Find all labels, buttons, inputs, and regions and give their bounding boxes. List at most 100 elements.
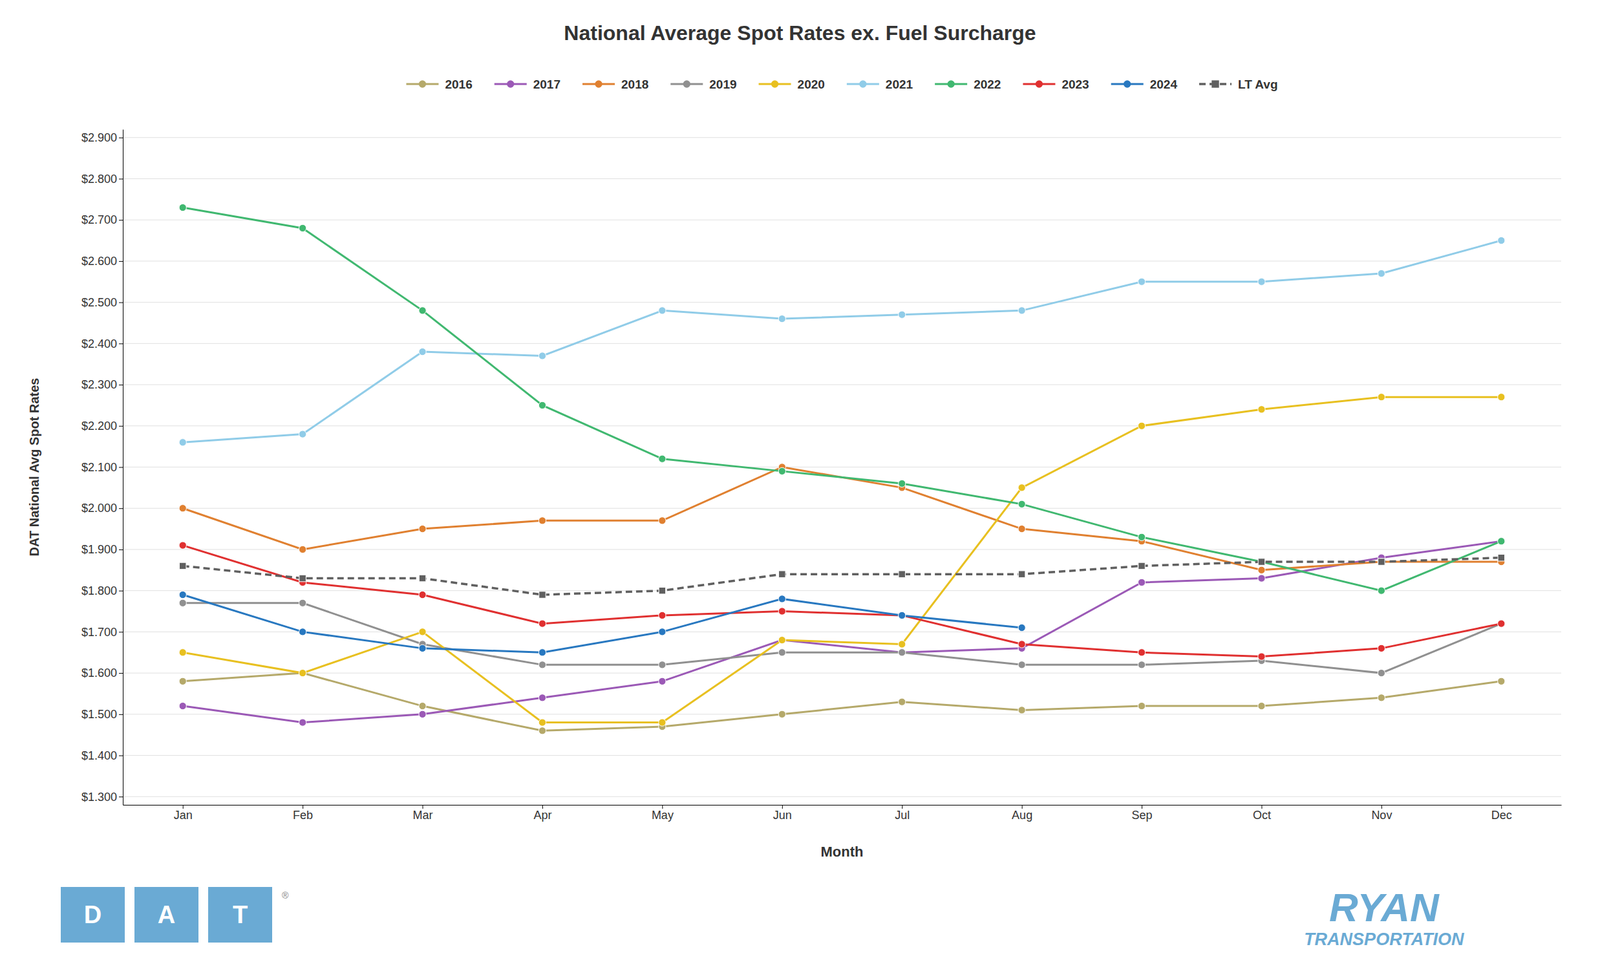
y-tick: $2.600 — [81, 254, 123, 268]
legend-marker — [771, 80, 779, 88]
point — [538, 352, 546, 360]
point — [1137, 661, 1145, 669]
series-line — [182, 557, 1502, 595]
legend-label: 2016 — [444, 77, 472, 92]
point — [538, 401, 546, 409]
point — [418, 710, 427, 718]
point — [1258, 574, 1266, 582]
legend-item: 2016 — [405, 77, 472, 92]
point — [298, 224, 306, 232]
y-tick-mark — [118, 590, 123, 592]
point — [1018, 623, 1026, 631]
legend-label: 2021 — [885, 77, 914, 92]
point — [1377, 694, 1385, 702]
point — [778, 636, 786, 644]
logo-mark: ® — [281, 890, 289, 901]
point — [1258, 277, 1266, 286]
grid-line — [122, 343, 1562, 344]
y-tick-label: $1.500 — [81, 707, 118, 721]
point — [179, 438, 187, 447]
grid-line — [122, 672, 1562, 674]
y-tick-mark — [118, 219, 123, 221]
series-line — [182, 396, 1502, 723]
grid-line — [122, 137, 1562, 138]
point — [658, 586, 666, 594]
point — [1497, 677, 1505, 685]
point — [1018, 706, 1026, 714]
legend-item: 2017 — [494, 77, 561, 92]
y-tick-mark — [118, 549, 123, 551]
series-line — [182, 594, 1023, 653]
x-tick: Apr — [533, 804, 552, 822]
logo-box — [134, 886, 199, 943]
y-axis-line — [122, 129, 124, 806]
series — [179, 590, 1026, 656]
x-tick-label: Feb — [292, 808, 313, 822]
point — [538, 517, 546, 525]
grid-line — [122, 260, 1562, 262]
x-axis-line — [123, 804, 1562, 806]
legend-item: 2018 — [582, 77, 649, 92]
logo-box — [60, 886, 125, 943]
legend-label: 2024 — [1150, 77, 1178, 92]
point — [299, 574, 306, 582]
point — [778, 467, 786, 475]
grid-line — [122, 796, 1562, 798]
point — [778, 636, 786, 644]
point — [898, 640, 906, 648]
y-tick-label: $2.500 — [81, 296, 118, 310]
point — [658, 718, 666, 726]
point — [1137, 649, 1145, 657]
point — [778, 710, 786, 718]
x-tick-label: Aug — [1011, 808, 1033, 822]
logo-box — [208, 886, 273, 943]
point — [1137, 277, 1145, 286]
point — [418, 644, 427, 652]
point — [1137, 702, 1145, 710]
logo-name: RYAN — [1329, 885, 1440, 930]
legend: 201620172018201920202021202220232024LT A… — [405, 77, 1278, 92]
point — [898, 649, 906, 657]
y-tick: $2.700 — [81, 213, 123, 227]
x-tick: Jun — [773, 804, 792, 822]
y-tick-label: $1.800 — [81, 584, 118, 598]
legend-marker — [506, 80, 514, 88]
point — [1378, 558, 1385, 566]
logo-subname: TRANSPORTATION — [1303, 929, 1465, 950]
point — [298, 718, 306, 726]
y-tick: $2.300 — [81, 378, 123, 392]
point — [538, 727, 546, 735]
grid-line — [122, 508, 1562, 509]
annotations: DAT®RYANTRANSPORTATION — [60, 885, 1465, 950]
point — [658, 628, 666, 636]
y-tick-label: $2.100 — [81, 460, 118, 474]
x-axis: JanFebMarAprMayJunJulAugSepOctNovDec — [123, 804, 1562, 822]
point — [1377, 669, 1385, 677]
x-tick: Dec — [1491, 804, 1513, 822]
logo-letter: A — [157, 901, 176, 929]
point — [1018, 524, 1026, 533]
y-tick: $1.500 — [81, 707, 123, 721]
point — [1497, 619, 1505, 628]
y-tick-label: $2.900 — [81, 131, 118, 145]
point — [538, 694, 546, 702]
y-tick-mark — [118, 343, 123, 344]
y-tick: $2.000 — [81, 501, 123, 515]
grid-line — [122, 384, 1562, 386]
point — [658, 307, 666, 315]
grid-line — [122, 219, 1562, 221]
y-tick-mark — [118, 467, 123, 469]
legend-marker — [594, 80, 602, 88]
x-tick-label: Sep — [1131, 808, 1153, 822]
point — [418, 702, 427, 710]
x-tick: Feb — [292, 804, 313, 822]
point — [418, 524, 427, 533]
legend-item: LT Avg — [1199, 77, 1279, 92]
point — [1258, 652, 1266, 661]
y-tick-label: $2.700 — [81, 213, 118, 227]
y-tick-label: $2.600 — [81, 254, 118, 268]
grid — [122, 137, 1562, 798]
y-tick-mark — [118, 796, 123, 798]
point — [179, 590, 187, 598]
x-tick: Jan — [173, 804, 193, 822]
